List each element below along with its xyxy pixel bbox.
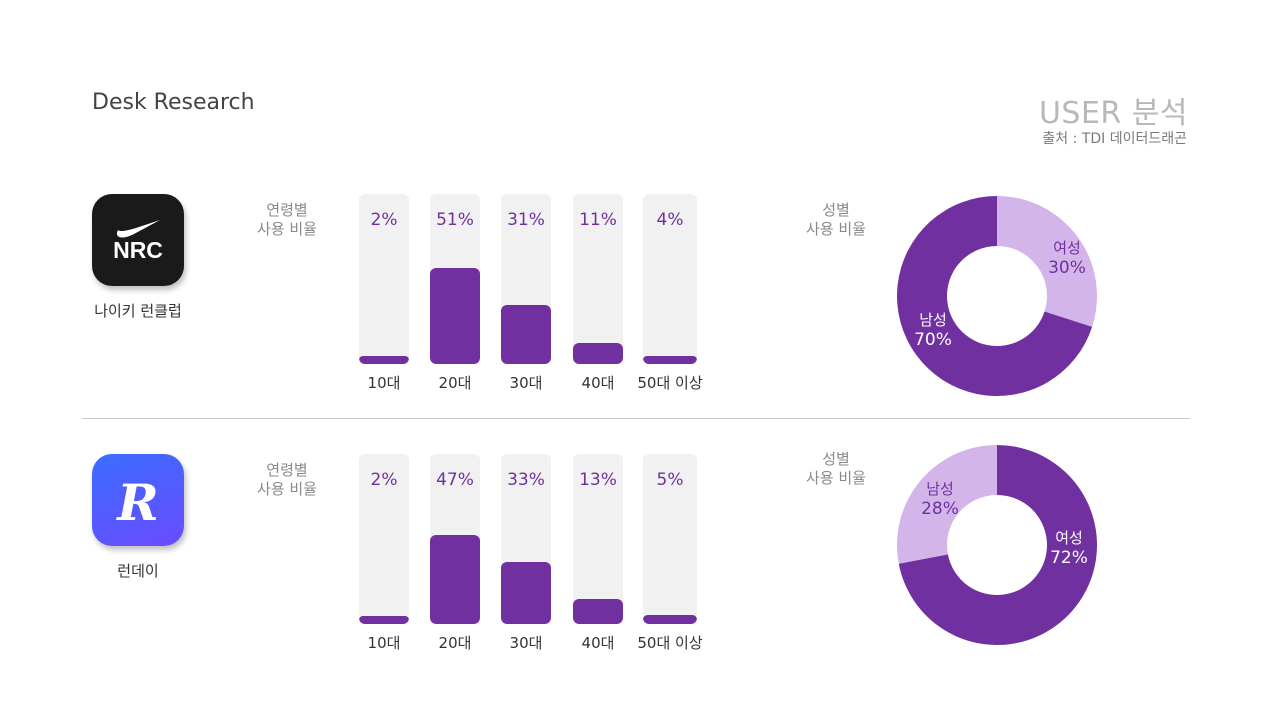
bar-runday-2 — [501, 561, 551, 624]
bar-value-label-nrc-2: 31% — [507, 210, 545, 230]
bar-value-label-runday-1: 47% — [436, 470, 474, 490]
page-title: Desk Research — [92, 90, 255, 115]
gender-caption-runday-line1: 성별 — [822, 450, 850, 468]
donut-label-nrc-0: 여성 30% — [1037, 238, 1097, 278]
age-caption-nrc-line2: 사용 비율 — [257, 220, 317, 238]
donut-slice-nrc-0 — [997, 196, 1097, 327]
bar-category-label-runday-0: 10대 — [367, 634, 401, 652]
nrc-icon-text: NRC — [113, 237, 163, 263]
donut-slice-name-runday-1: 남성 — [926, 480, 954, 498]
bar-track-nrc-0 — [359, 194, 409, 364]
bar-value-label-runday-4: 5% — [656, 470, 684, 490]
bar-category-label-nrc-2: 30대 — [509, 374, 543, 392]
bar-category-label-runday-2: 30대 — [509, 634, 543, 652]
donut-slice-value-nrc-1: 70% — [914, 330, 952, 350]
bar-runday-0 — [359, 616, 409, 624]
bar-runday-1 — [430, 535, 480, 624]
bar-category-label-nrc-4: 50대 이상 — [637, 374, 703, 392]
donut-slice-runday-0 — [898, 445, 1097, 645]
gender-caption-nrc-line2: 사용 비율 — [806, 220, 866, 238]
age-caption-nrc-line1: 연령별 — [266, 201, 308, 219]
bar-category-label-nrc-1: 20대 — [438, 374, 472, 392]
donut-label-nrc-1: 남성 70% — [903, 310, 963, 350]
bar-value-label-nrc-4: 4% — [656, 210, 684, 230]
bar-track-runday-0 — [359, 454, 409, 624]
bar-category-label-nrc-3: 40대 — [581, 374, 615, 392]
app-name-runday: 런데이 — [117, 562, 159, 580]
bar-runday-3 — [573, 599, 623, 624]
donut-label-runday-0: 여성 72% — [1039, 528, 1099, 568]
row-divider — [82, 418, 1190, 419]
bar-track-nrc-2 — [501, 194, 551, 364]
gender-caption-nrc: 성별 사용 비율 — [786, 201, 886, 239]
donut-svg-runday — [897, 445, 1097, 645]
bar-value-label-runday-3: 13% — [579, 470, 617, 490]
bar-value-label-nrc-0: 2% — [370, 210, 398, 230]
age-caption-runday-line2: 사용 비율 — [257, 480, 317, 498]
gender-caption-nrc-line1: 성별 — [822, 201, 850, 219]
donut-svg-nrc — [897, 196, 1097, 396]
age-caption-nrc: 연령별 사용 비율 — [237, 201, 337, 239]
donut-slice-value-nrc-0: 30% — [1048, 258, 1086, 278]
bar-value-label-runday-2: 33% — [507, 470, 545, 490]
donut-slice-nrc-1 — [897, 196, 1093, 396]
section-title: USER 분석 — [1038, 96, 1188, 131]
donut-slice-name-nrc-1: 남성 — [919, 311, 947, 329]
runday-r-icon: R — [92, 454, 184, 546]
app-name-nrc: 나이키 런클럽 — [94, 302, 182, 320]
gender-caption-runday: 성별 사용 비율 — [786, 450, 886, 488]
bar-value-label-nrc-3: 11% — [579, 210, 617, 230]
donut-slice-runday-1 — [897, 445, 997, 564]
age-caption-runday-line1: 연령별 — [266, 461, 308, 479]
bar-category-label-nrc-0: 10대 — [367, 374, 401, 392]
runday-icon-text: R — [115, 473, 159, 532]
bar-nrc-1 — [430, 267, 480, 364]
bar-value-label-nrc-1: 51% — [436, 210, 474, 230]
donut-label-runday-1: 남성 28% — [910, 479, 970, 519]
bar-runday-4 — [643, 614, 697, 624]
bar-category-label-runday-4: 50대 이상 — [637, 634, 703, 652]
gender-caption-runday-line2: 사용 비율 — [806, 469, 866, 487]
bar-track-runday-2 — [501, 454, 551, 624]
bar-nrc-2 — [501, 305, 551, 364]
bar-track-runday-1 — [430, 454, 480, 624]
bar-category-label-runday-3: 40대 — [581, 634, 615, 652]
bar-nrc-4 — [643, 356, 697, 364]
bar-track-nrc-4 — [643, 194, 697, 364]
age-caption-runday: 연령별 사용 비율 — [237, 461, 337, 499]
donut-slice-value-runday-0: 72% — [1050, 548, 1088, 568]
bar-value-label-runday-0: 2% — [370, 470, 398, 490]
nike-swoosh-nrc-icon: NRC — [92, 194, 184, 286]
bar-track-nrc-3 — [573, 194, 623, 364]
donut-slice-value-runday-1: 28% — [921, 499, 959, 519]
donut-slice-name-nrc-0: 여성 — [1053, 239, 1081, 257]
donut-slice-name-runday-0: 여성 — [1055, 529, 1083, 547]
bar-nrc-3 — [573, 343, 623, 364]
bar-category-label-runday-1: 20대 — [438, 634, 472, 652]
bar-track-nrc-1 — [430, 194, 480, 364]
bar-nrc-0 — [359, 356, 409, 364]
bar-track-runday-4 — [643, 454, 697, 624]
bar-track-runday-3 — [573, 454, 623, 624]
source-note: 출처 : TDI 데이터드래곤 — [1042, 131, 1187, 147]
